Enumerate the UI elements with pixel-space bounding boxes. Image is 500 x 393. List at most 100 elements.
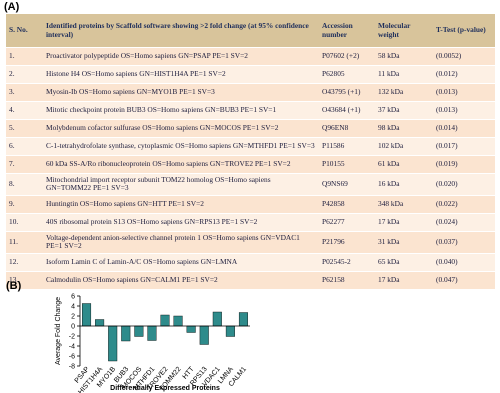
table-row: 10. 40S ribosomal protein S13 OS=Homo sap… [6,213,495,232]
header-cell: Identified proteins by Scaffold software… [43,14,319,48]
p-value: (0.017) [433,137,495,156]
accession-number: O43795 (+1) [319,83,375,102]
protein-name: Mitotic checkpoint protein BUB3 OS=Homo … [43,101,319,120]
protein-name: 40S ribosomal protein S13 OS=Homo sapien… [43,213,319,232]
p-value: (0.019) [433,155,495,174]
accession-number: P42858 [319,195,375,214]
molecular-weight: 98 kDa [375,119,433,138]
serial-number: 6. [6,137,43,156]
serial-number: 10. [6,213,43,232]
serial-number: 13. [6,271,43,290]
table-row: 7. 60 kDa SS-A/Ro ribonucleoprotein OS=Ho… [6,155,495,174]
header-cell: Accession number [319,14,375,48]
p-value: (0.020) [433,173,495,196]
accession-number: O43684 (+1) [319,101,375,120]
table-row: 2. Histone H4 OS=Homo sapiens GN=HIST1H4A… [6,65,495,84]
molecular-weight: 17 kDa [375,271,433,290]
accession-number: P62805 [319,65,375,84]
protein-name: Calmodulin OS=Homo sapiens GN=CALM1 PE=1… [43,271,319,290]
bar [173,315,183,327]
header-cell: S. No. [6,14,43,48]
panel-label: (B) [6,280,22,292]
y-tick-label: 0 [71,324,75,331]
y-tick-label: -4 [69,344,75,351]
serial-number: 5. [6,119,43,138]
bar [121,325,131,342]
protein-name: Molybdenum cofactor sulfurase OS=Homo sa… [43,119,319,138]
serial-number: 3. [6,83,43,102]
table-row: 13. Calmodulin OS=Homo sapiens GN=CALM1 P… [6,271,495,290]
protein-name: Isoform Lamin C of Lamin-A/C OS=Homo sap… [43,253,319,272]
bar [212,311,222,327]
panel-label: (A) [4,1,20,13]
bar [134,325,144,337]
p-value: (0.037) [433,231,495,254]
y-tick-label: -2 [69,334,75,341]
accession-number: P02545-2 [319,253,375,272]
accession-number: P11586 [319,137,375,156]
table-row: 6. C-1-tetrahydrofolate synthase, cytopla… [6,137,495,156]
bar [160,314,170,327]
accession-number: Q9NS69 [319,173,375,196]
table-row: 9. Huntingtin OS=Homo sapiens GN=HTT PE=1… [6,195,495,214]
accession-number: P21796 [319,231,375,254]
molecular-weight: 132 kDa [375,83,433,102]
y-tick-label: 2 [71,314,75,321]
accession-number: P62158 [319,271,375,290]
table-body: 1. Proactivator polypeptide OS=Homo sapie… [6,47,495,290]
protein-name: Huntingtin OS=Homo sapiens GN=HTT PE=1 S… [43,195,319,214]
serial-number: 4. [6,101,43,120]
p-value: (0.047) [433,271,495,290]
bar [82,303,92,327]
protein-name: Proactivator polypeptide OS=Homo sapiens… [43,47,319,66]
protein-name: C-1-tetrahydrofolate synthase, cytoplasm… [43,137,319,156]
molecular-weight: 11 kDa [375,65,433,84]
protein-name: Myosin-Ib OS=Homo sapiens GN=MYO1B PE=1 … [43,83,319,102]
p-value: (0.012) [433,65,495,84]
serial-number: 8. [6,173,43,196]
molecular-weight: 61 kDa [375,155,433,174]
table-row: 11. Voltage-dependent anion-selective cha… [6,231,495,254]
p-value: (0.040) [433,253,495,272]
serial-number: 2. [6,65,43,84]
y-tick-label: 4 [71,304,75,311]
molecular-weight: 31 kDa [375,231,433,254]
protein-name: Mitochondrial import receptor subunit TO… [43,173,319,196]
bar [108,325,118,362]
molecular-weight: 348 kDa [375,195,433,214]
header-cell: T-Test (p-value) [433,14,495,48]
molecular-weight: 65 kDa [375,253,433,272]
bar [225,325,235,337]
protein-name: Voltage-dependent anion-selective channe… [43,231,319,254]
table-row: 1. Proactivator polypeptide OS=Homo sapie… [6,47,495,66]
protein-name: 60 kDa SS-A/Ro ribonucleoprotein OS=Homo… [43,155,319,174]
header-row: S. No. Identified proteins by Scaffold so… [6,14,495,48]
protein-table: S. No. Identified proteins by Scaffold so… [6,14,495,290]
serial-number: 1. [6,47,43,66]
y-tick-label: -6 [69,354,75,361]
serial-number: 7. [6,155,43,174]
accession-number: P07602 (+2) [319,47,375,66]
header-cell: Molecular weight [375,14,433,48]
table-row: 4. Mitotic checkpoint protein BUB3 OS=Hom… [6,101,495,120]
p-value: (0.013) [433,101,495,120]
table-row: 8. Mitochondrial import receptor subunit … [6,173,495,196]
serial-number: 12. [6,253,43,272]
p-value: (0.024) [433,213,495,232]
molecular-weight: 102 kDa [375,137,433,156]
bar [186,325,196,333]
y-tick-label: -8 [69,364,75,371]
molecular-weight: 17 kDa [375,213,433,232]
bar [95,319,105,327]
p-value: (0.013) [433,83,495,102]
p-value: (0.014) [433,119,495,138]
molecular-weight: 37 kDa [375,101,433,120]
y-tick-label: 6 [71,294,75,301]
serial-number: 9. [6,195,43,214]
accession-number: P10155 [319,155,375,174]
molecular-weight: 58 kDa [375,47,433,66]
p-value: (0.022) [433,195,495,214]
protein-name: Histone H4 OS=Homo sapiens GN=HIST1H4A P… [43,65,319,84]
